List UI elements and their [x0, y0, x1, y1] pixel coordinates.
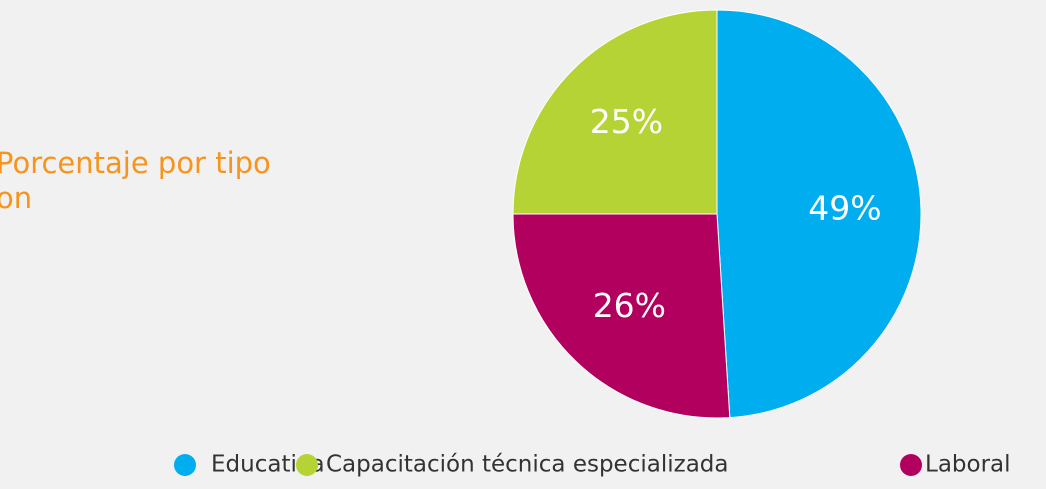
legend-marker [174, 454, 196, 476]
pie-slice [512, 213, 731, 419]
value-label: 49% [808, 188, 881, 227]
chart-title: Porcentaje por tipo [0, 146, 271, 180]
value-label: 25% [590, 102, 663, 141]
chart-title: on [0, 181, 32, 215]
legend-marker [900, 454, 922, 476]
pie-slice [512, 9, 718, 215]
legend-label: Capacitación técnica especializada [326, 452, 728, 478]
value-label: 26% [593, 286, 666, 325]
legend-label: Laboral [925, 452, 1011, 478]
legend-marker [296, 454, 318, 476]
pie-slice [716, 9, 922, 419]
